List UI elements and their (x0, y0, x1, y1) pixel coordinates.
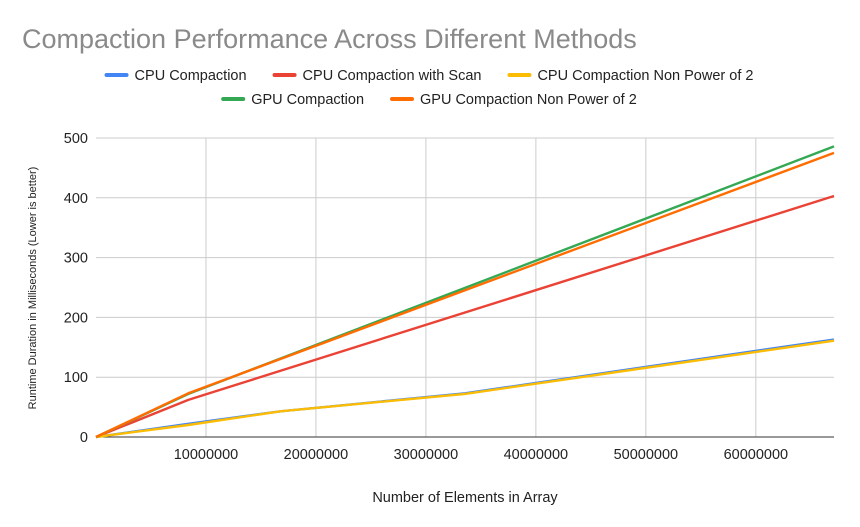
x-tick-label: 10000000 (174, 447, 239, 463)
legend-label-cpu-compaction: CPU Compaction (135, 68, 247, 84)
x-tick-label: 30000000 (394, 447, 459, 463)
y-tick-label: 300 (64, 251, 88, 267)
x-axis-label: Number of Elements in Array (372, 490, 558, 506)
y-tick-label: 200 (64, 310, 88, 326)
series-line-gpu-compaction-non-power-of-2 (95, 151, 835, 439)
y-tick-label: 500 (64, 131, 88, 147)
y-tick-label: 400 (64, 191, 88, 207)
series-line-cpu-compaction-non-power-of-2 (95, 339, 835, 439)
y-tick-label: 0 (80, 430, 88, 446)
legend-label-gpu-compaction-non-power-of-2: GPU Compaction Non Power of 2 (420, 92, 637, 108)
legend-label-cpu-compaction-non-power-of-2: CPU Compaction Non Power of 2 (537, 68, 753, 84)
x-tick-label: 60000000 (724, 447, 789, 463)
x-tick-label: 40000000 (504, 447, 569, 463)
chart-title: Compaction Performance Across Different … (22, 24, 637, 54)
legend-label-cpu-compaction-with-scan: CPU Compaction with Scan (303, 68, 482, 84)
series-layer (95, 145, 835, 439)
series-line-cpu-compaction-with-scan (95, 194, 835, 439)
axis-ticks: 0 100 200 300 400 500 10000000 20000000 30000000… (64, 131, 788, 463)
y-tick-label: 100 (64, 370, 88, 386)
gridlines (96, 137, 834, 438)
x-tick-label: 50000000 (614, 447, 679, 463)
y-axis-label: Runtime Duration in Milliseconds (Lower … (27, 167, 39, 410)
legend-label-gpu-compaction: GPU Compaction (251, 92, 364, 108)
legend: CPU Compaction CPU Compaction with Scan CP… (104, 68, 753, 108)
x-tick-label: 20000000 (284, 447, 349, 463)
